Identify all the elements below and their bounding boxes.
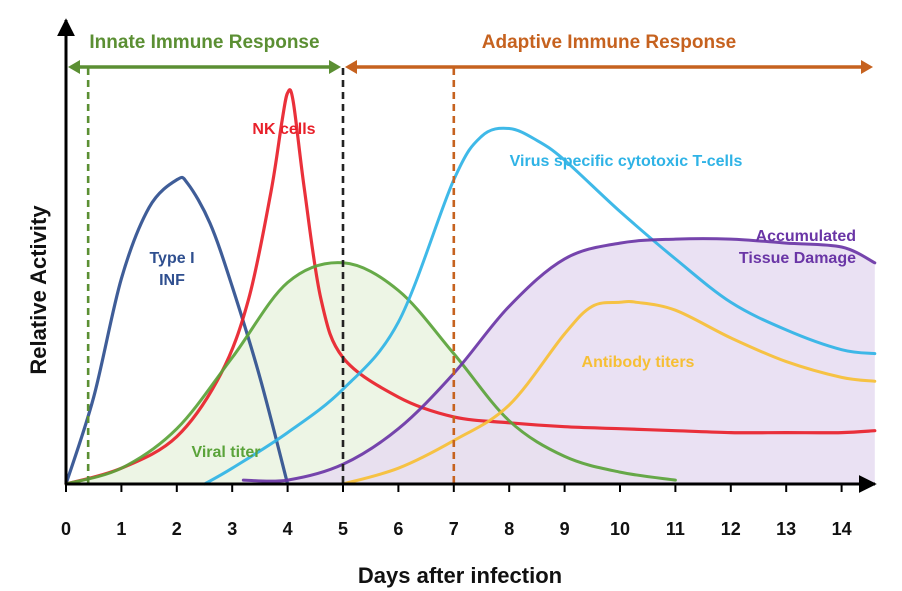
- x-tick-label: 2: [172, 519, 182, 539]
- virus-specific-cytotoxic-t-cells-label: Virus specific cytotoxic T-cells: [510, 153, 743, 170]
- x-tick-label: 8: [504, 519, 514, 539]
- x-tick-label: 0: [61, 519, 71, 539]
- innate-immune-response-arrowhead-right: [329, 60, 341, 74]
- type-i-inf-label: Type I INF: [149, 250, 194, 289]
- innate-immune-response-arrowhead-left: [68, 60, 80, 74]
- x-tick-label: 14: [832, 519, 852, 539]
- viral-titer-label: Viral titer: [191, 444, 260, 461]
- antibody-titers-label: Antibody titers: [582, 354, 695, 371]
- viral-titer-area: [66, 262, 676, 484]
- x-tick-label: 9: [560, 519, 570, 539]
- viral-titer-line: [64, 261, 677, 486]
- x-tick-label: 4: [283, 519, 293, 539]
- x-tick-label: 3: [227, 519, 237, 539]
- x-tick-label: 7: [449, 519, 459, 539]
- accumulated-tissue-damage-area: [243, 238, 875, 484]
- nk-cells-label: NK cells: [252, 121, 315, 138]
- type-i-inf-line: [64, 175, 290, 486]
- virus-specific-cytotoxic-t-cells-line: [203, 126, 877, 486]
- x-tick-label: 12: [721, 519, 741, 539]
- x-tick-label: 13: [776, 519, 796, 539]
- x-tick-label: 6: [393, 519, 403, 539]
- nk-cells-line: [64, 88, 877, 486]
- adaptive-immune-response-title: Adaptive Immune Response: [482, 32, 736, 53]
- adaptive-immune-response-arrowhead-right: [861, 60, 873, 74]
- x-tick-label: 11: [666, 519, 685, 539]
- adaptive-immune-response-arrowhead-left: [345, 60, 357, 74]
- accumulated-tissue-damage-label: Accumulated Tissue Damage: [739, 228, 856, 267]
- x-tick-label: 10: [610, 519, 630, 539]
- innate-immune-response-title: Innate Immune Response: [89, 32, 319, 53]
- x-tick-label: 1: [116, 519, 126, 539]
- x-tick-label: 5: [338, 519, 348, 539]
- x-axis-label: Days after infection: [358, 563, 562, 588]
- y-axis-label: Relative Activity: [26, 205, 51, 375]
